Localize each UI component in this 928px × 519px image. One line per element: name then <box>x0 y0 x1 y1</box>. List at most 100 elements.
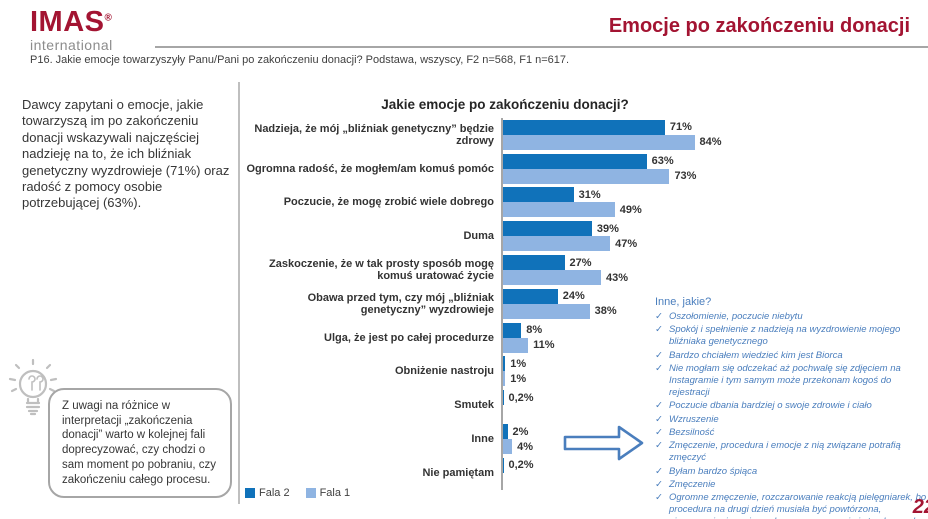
question-subtitle: P16. Jakie emocje towarzyszyły Panu/Pani… <box>30 54 570 66</box>
other-answer-item: ✓ Bezsilność <box>655 427 927 439</box>
other-answers-heading: Inne, jakie? <box>655 296 712 308</box>
vertical-divider <box>238 82 240 504</box>
bar-value-label: 38% <box>594 305 617 318</box>
bar-fala-2 <box>503 457 504 473</box>
bar-group: 39% 47% <box>501 219 725 254</box>
other-answer-text: Ogromne zmęczenie, rozczarowanie reakcją… <box>669 492 927 519</box>
lightbulb-icon <box>6 358 60 425</box>
bar-group: 27% 43% <box>501 253 725 287</box>
legend-swatch-icon <box>245 488 255 498</box>
check-icon: ✓ <box>655 413 663 425</box>
other-answer-text: Oszołomienie, poczucie niebytu <box>669 311 803 322</box>
chart-row: Poczucie, że mogę zrobić wiele dobrego 31… <box>245 185 725 220</box>
chart-row: Ogromna radość, że mogłem/am komuś pomóc… <box>245 151 725 186</box>
bar-slot: 27% <box>503 255 725 271</box>
bar-group: 31% 49% <box>501 185 725 220</box>
bar-slot: 1% <box>503 356 725 372</box>
bar-fala-2 <box>503 390 504 406</box>
category-label: Smutek <box>454 399 494 412</box>
legend-swatch-icon <box>305 488 316 498</box>
bar-slot: 39% <box>503 221 725 237</box>
bar-group: 24% 38% <box>501 286 725 321</box>
other-answer-text: Zmęczenie <box>669 478 716 490</box>
check-icon: ✓ <box>655 478 663 490</box>
bar-value-label: 47% <box>615 237 638 250</box>
chart-row: Ulga, że jest po całej procedurze 8% 11% <box>245 320 725 355</box>
bar-value-label: 39% <box>596 222 619 235</box>
other-answer-item: ✓ Zmęczenie, procedura i emocje z nią zwi… <box>655 440 927 464</box>
check-icon: ✓ <box>655 363 663 374</box>
other-answer-text: Poczucie dbania bardziej o swoje zdrowie… <box>669 400 872 412</box>
other-answer-item: ✓ Nie mogłam się odczekać aż pochwalę się… <box>655 363 927 399</box>
chart-row: Smutek 0,2% <box>245 388 725 423</box>
chart-row: Obawa przed tym, czy mój „bliźniak genet… <box>245 286 725 321</box>
other-answer-text: Spokój i spełnienie z nadzieją na wyzdro… <box>669 324 901 348</box>
recommendation-callout: Z uwagi na różnice w interpretacji „zako… <box>48 388 232 499</box>
bar-slot: 73% <box>503 168 725 184</box>
check-icon: ✓ <box>655 324 663 336</box>
other-answer-item: ✓ Bardzo chciałem wiedzieć kim jest Biorc… <box>655 350 927 362</box>
page-title: Emocje po zakończeniu donacji <box>608 15 910 37</box>
bar-group: 71% 84% <box>501 118 725 152</box>
other-answer-item: ✓ Byłam bardzo śpiąca <box>655 466 927 478</box>
bar-slot: 31% <box>503 187 725 203</box>
check-icon: ✓ <box>655 492 663 504</box>
category-label: Obawa przed tym, czy mój „bliźniak genet… <box>307 291 494 316</box>
bar-slot: 2% <box>503 424 725 440</box>
bar-group: 1% 1% <box>501 354 725 389</box>
bar-group: 8% 11% <box>501 320 725 355</box>
page-number: 22 <box>912 496 928 518</box>
check-icon: ✓ <box>655 426 663 438</box>
bar-fala-2 <box>503 255 565 271</box>
chart-title: Jakie emocje po zakończeniu donacji? <box>381 97 629 112</box>
bar-slot: 11% <box>503 337 725 353</box>
imas-logo: IMAS® international <box>30 6 113 54</box>
chart-row: Inne 2% 4% <box>245 422 725 456</box>
chart-legend: Fala 2 Fala 1 <box>245 487 350 499</box>
other-answer-item: ✓ Wzruszenie <box>655 414 927 426</box>
other-answers-panel: Inne, jakie? ✓ Oszołomienie, poczucie nie… <box>655 296 927 519</box>
legend-item: Fala 2 <box>245 487 290 499</box>
bar-fala-1 <box>503 371 506 387</box>
bar-fala-2 <box>503 288 558 304</box>
bar-slot: 49% <box>503 202 725 218</box>
bar-value-label: 24% <box>562 290 585 303</box>
logo-wordmark: IMAS <box>30 6 105 38</box>
right-arrow-icon <box>562 422 646 469</box>
legend-item: Fala 1 <box>305 487 351 499</box>
bar-slot: 43% <box>503 270 725 286</box>
check-icon: ✓ <box>655 400 663 412</box>
bar-value-label: 84% <box>699 136 722 149</box>
legend-label: Fala 1 <box>319 487 351 499</box>
category-label: Poczucie, że mogę zrobić wiele dobrego <box>283 196 494 209</box>
chart-row: Obniżenie nastroju 1% 1% <box>245 354 725 389</box>
bar-value-label: 63% <box>651 155 674 168</box>
bar-slot: 63% <box>503 153 725 169</box>
bar-fala-2 <box>503 187 574 203</box>
bar-value-label: 11% <box>533 339 555 352</box>
bar-fala-2 <box>503 119 665 135</box>
bar-slot: 4% <box>503 439 725 455</box>
bar-value-label: 71% <box>669 121 692 134</box>
other-answer-item: ✓ Zmęczenie <box>655 479 927 491</box>
bar-fala-1 <box>503 337 529 353</box>
header-divider <box>155 46 928 48</box>
legend-label: Fala 2 <box>259 487 290 499</box>
chart-rows: Nadzieja, że mój „bliźniak genetyczny” b… <box>245 118 725 490</box>
bar-slot: 47% <box>503 236 725 252</box>
bar-slot: 84% <box>503 134 725 150</box>
bar-value-label: 49% <box>619 203 642 216</box>
bar-fala-1 <box>503 134 695 150</box>
bar-fala-1 <box>503 303 590 319</box>
other-answer-text: Bardzo chciałem wiedzieć kim jest Biorca <box>669 349 843 361</box>
category-label: Ulga, że jest po całej procedurze <box>324 331 494 344</box>
bar-slot: 8% <box>503 322 725 338</box>
other-answers-list: ✓ Oszołomienie, poczucie niebytu ✓ Spokój i… <box>655 311 927 519</box>
other-answer-item: ✓ Ogromne zmęczenie, rozczarowanie reakcj… <box>655 492 927 519</box>
category-label: Obniżenie nastroju <box>394 365 494 378</box>
bar-slot: 1% <box>503 371 725 387</box>
bar-group: 0,2% <box>501 388 725 423</box>
other-answer-text: Wzruszenie <box>669 413 719 425</box>
chart-row: Duma 39% 47% <box>245 219 725 254</box>
